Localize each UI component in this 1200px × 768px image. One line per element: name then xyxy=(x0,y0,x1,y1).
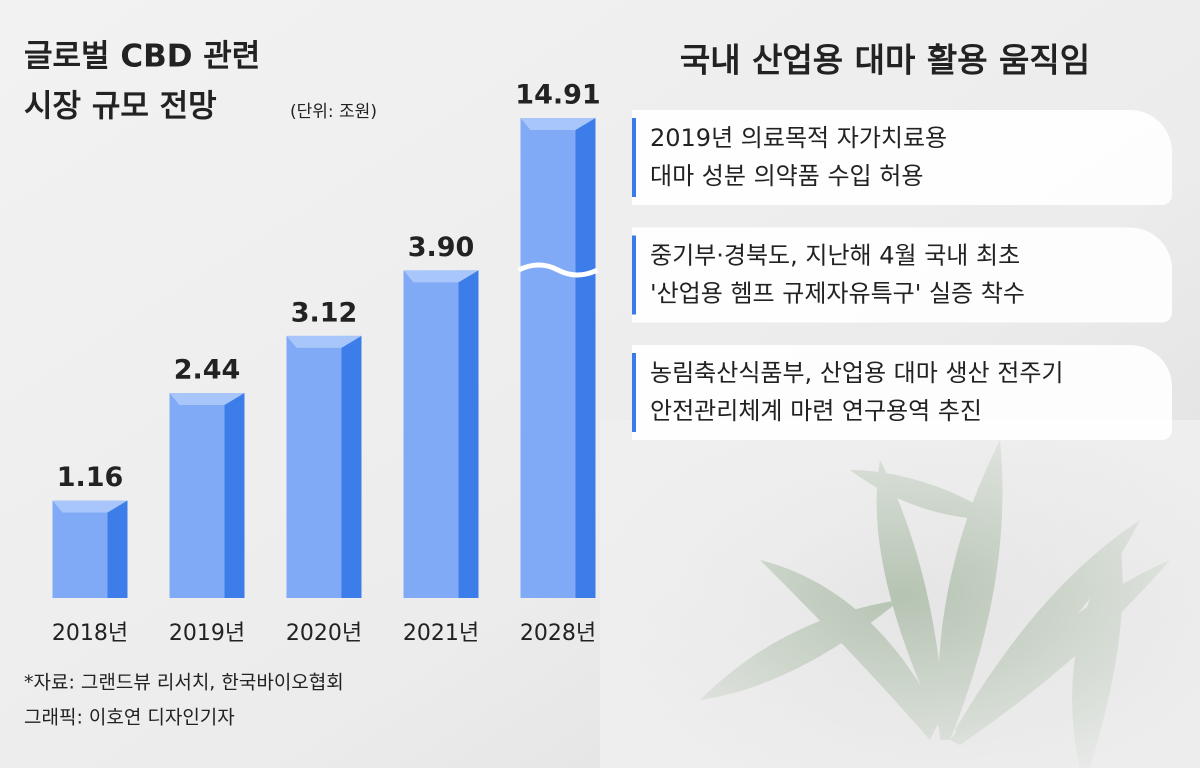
bar-front xyxy=(52,500,108,598)
bar-cap xyxy=(403,270,479,283)
bar-side xyxy=(341,335,362,598)
item-box xyxy=(632,227,1172,323)
chart-title: 시장 규모 전망 xyxy=(24,89,217,125)
item-box xyxy=(632,345,1172,440)
bar-side xyxy=(224,393,245,598)
value-label: 3.90 xyxy=(408,232,475,263)
x-tick-label: 2020년 xyxy=(286,621,362,646)
bar xyxy=(169,393,245,598)
chart-title: 글로벌 CBD 관련 xyxy=(24,39,260,75)
item-text: 대마 성분 의약품 수입 허용 xyxy=(650,162,923,190)
bar-front xyxy=(286,335,342,598)
bar-side xyxy=(107,500,128,598)
item-text: 2019년 의료목적 자가치료용 xyxy=(650,124,947,152)
value-label: 3.12 xyxy=(291,297,358,328)
bar-cap xyxy=(286,335,362,348)
source: *자료: 그랜드뷰 리서치, 한국바이오협회 xyxy=(24,672,344,694)
item-text: 안전관리체계 마련 연구용역 추진 xyxy=(650,397,982,425)
credit: 그래픽: 이호연 디자인기자 xyxy=(24,707,235,729)
value-label: 2.44 xyxy=(174,355,241,386)
x-tick-label: 2019년 xyxy=(169,621,245,646)
chart-subtitle: (단위: 조원) xyxy=(290,102,377,122)
bar-cap xyxy=(169,393,245,406)
bar xyxy=(403,270,479,598)
item-box xyxy=(632,110,1172,205)
bar-front xyxy=(520,118,576,598)
item-accent xyxy=(632,353,636,432)
item-text: '산업용 헴프 규제자유특구' 실증 착수 xyxy=(650,280,1025,308)
value-label: 1.16 xyxy=(57,462,124,493)
panel-title: 국내 산업용 대마 활용 움직임 xyxy=(680,41,1090,80)
axis-break xyxy=(517,262,599,278)
item-accent xyxy=(632,235,636,315)
item-accent xyxy=(632,118,636,197)
x-tick-label: 2028년 xyxy=(520,621,596,646)
bar-cap xyxy=(52,500,128,513)
bar-front xyxy=(169,393,225,598)
bar-front xyxy=(403,270,459,598)
value-label: 14.91 xyxy=(515,80,600,111)
bars: 1.16 2018년 2.44 2019년 3.12 2020년 3.90 2021년 14.9… xyxy=(52,80,601,647)
item-text: 농림축산식품부, 산업용 대마 생산 전주기 xyxy=(650,359,1064,387)
bar-side xyxy=(575,118,596,598)
bar xyxy=(286,335,362,598)
fog-overlay xyxy=(600,420,1200,768)
x-tick-label: 2018년 xyxy=(52,621,128,646)
bar-cap xyxy=(520,118,596,130)
item-text: 중기부·경북도, 지난해 4월 국내 최초 xyxy=(650,242,1020,270)
x-tick-label: 2021년 xyxy=(403,621,479,646)
bar xyxy=(517,118,599,598)
bar xyxy=(52,500,128,598)
bar-side xyxy=(458,270,479,598)
